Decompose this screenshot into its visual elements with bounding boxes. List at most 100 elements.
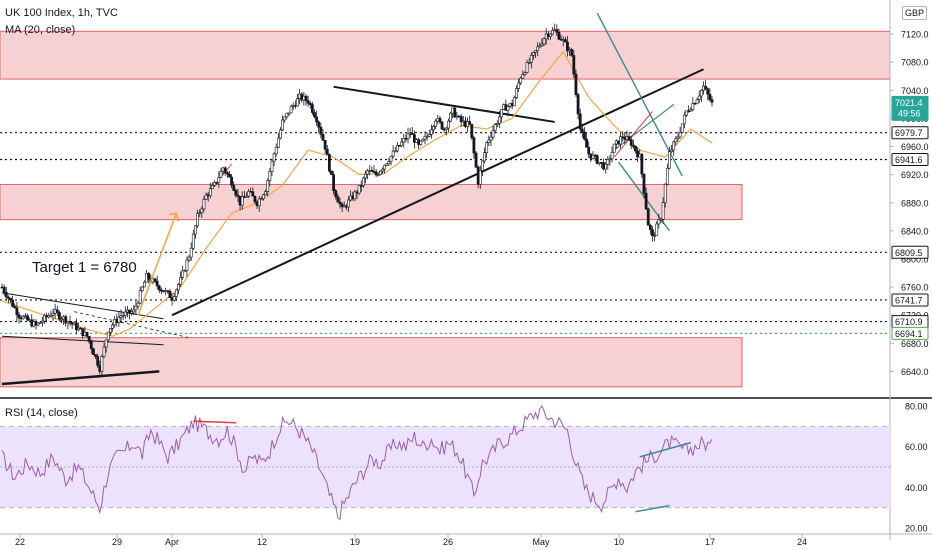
candle-body bbox=[179, 277, 182, 285]
price-tick-label: 6960.0 bbox=[901, 142, 929, 152]
candle-body bbox=[672, 141, 676, 151]
candle-body bbox=[525, 62, 529, 73]
candle-body bbox=[393, 150, 397, 153]
candle-body bbox=[642, 173, 646, 194]
candle-body bbox=[185, 259, 189, 271]
candle-body bbox=[481, 160, 484, 171]
candle-body bbox=[659, 219, 663, 221]
candle-body bbox=[674, 138, 678, 143]
symbol-legend[interactable]: UK 100 Index, 1h, TVC bbox=[5, 7, 118, 19]
price-tick-label: 7120.0 bbox=[901, 30, 929, 40]
price-tag-label: 6741.7 bbox=[895, 295, 923, 305]
candle-body bbox=[542, 38, 546, 45]
ma-line bbox=[1, 50, 713, 337]
candle-body bbox=[487, 139, 491, 143]
candle-body bbox=[578, 113, 582, 130]
candle-body bbox=[489, 136, 493, 141]
rsi-tick-label: 60.00 bbox=[905, 442, 928, 452]
candle-body bbox=[204, 194, 208, 200]
trendlines bbox=[1, 12, 704, 386]
candle-body bbox=[678, 132, 682, 138]
candle-body bbox=[347, 199, 350, 208]
candle-body bbox=[60, 318, 63, 321]
price-axis[interactable]: 7120.07080.07040.07000.06960.06920.06880… bbox=[890, 30, 929, 534]
downtrend-line bbox=[1, 292, 164, 320]
candle-body bbox=[498, 116, 501, 124]
candle-body bbox=[274, 147, 278, 155]
rsi-line bbox=[1, 405, 713, 521]
candle-body bbox=[434, 120, 438, 127]
candle-body bbox=[132, 309, 136, 313]
candle-body bbox=[313, 112, 316, 118]
ma-legend[interactable]: MA (20, close) bbox=[5, 24, 76, 36]
currency-badge: GBP bbox=[902, 6, 928, 20]
candle-body bbox=[327, 154, 331, 172]
candle-body bbox=[574, 73, 578, 95]
candle-body bbox=[532, 51, 535, 56]
price-tag-label: 6941.6 bbox=[895, 155, 923, 165]
candle-body bbox=[143, 281, 146, 288]
candle-body bbox=[468, 121, 472, 125]
candle-body bbox=[551, 30, 554, 35]
rsi-legend[interactable]: RSI (14, close) bbox=[5, 407, 78, 419]
candle-body bbox=[338, 201, 342, 205]
candle-body bbox=[591, 154, 595, 159]
candle-body bbox=[629, 139, 633, 146]
candle-body bbox=[232, 184, 236, 191]
candle-body bbox=[9, 297, 12, 301]
candle-body bbox=[619, 136, 622, 145]
candle-body bbox=[708, 93, 712, 100]
candle-body bbox=[136, 302, 140, 307]
candle-body bbox=[536, 46, 540, 51]
candle-body bbox=[383, 164, 387, 170]
candle-body bbox=[423, 135, 427, 140]
candle-body bbox=[191, 233, 195, 249]
time-axis[interactable]: 22 29 Apr 12 19 26 May 10 17 24 bbox=[15, 534, 807, 547]
candle-body bbox=[540, 43, 544, 47]
price-tick-label: 6840.0 bbox=[901, 226, 929, 236]
candle-body bbox=[323, 139, 327, 150]
countdown-label: 49:56 bbox=[898, 108, 921, 118]
candle-body bbox=[64, 316, 68, 324]
rsi-pane bbox=[0, 405, 890, 521]
candle-body bbox=[140, 286, 144, 291]
candle-body bbox=[710, 99, 714, 103]
candle-body bbox=[319, 126, 323, 135]
candle-body bbox=[670, 149, 674, 152]
candle-body bbox=[381, 168, 384, 172]
candle-body bbox=[89, 341, 93, 350]
candle-body bbox=[506, 106, 510, 111]
candle-body bbox=[317, 121, 321, 128]
candle-body bbox=[676, 136, 680, 139]
candle-body bbox=[270, 160, 274, 172]
candle-body bbox=[283, 116, 287, 121]
candle-body bbox=[21, 316, 25, 319]
candle-body bbox=[353, 191, 357, 200]
candle-body bbox=[370, 169, 374, 172]
candle-body bbox=[389, 155, 393, 162]
candle-body bbox=[657, 219, 661, 225]
candle-body bbox=[308, 102, 312, 105]
price-candles bbox=[0, 23, 714, 378]
candle-body bbox=[177, 284, 180, 291]
candle-body bbox=[85, 331, 89, 337]
candle-body bbox=[430, 129, 433, 135]
candle-body bbox=[194, 225, 197, 235]
candle-body bbox=[387, 161, 391, 165]
candle-body bbox=[663, 183, 667, 203]
candle-body bbox=[359, 185, 363, 187]
candle-body bbox=[211, 184, 214, 189]
candle-body bbox=[646, 208, 650, 226]
candle-body bbox=[680, 123, 684, 133]
candle-body bbox=[651, 229, 654, 237]
candle-body bbox=[512, 97, 516, 107]
candle-body bbox=[111, 324, 114, 329]
candle-body bbox=[134, 305, 138, 311]
candle-body bbox=[478, 170, 482, 185]
price-tick-label: 7040.0 bbox=[901, 86, 929, 96]
time-tick-label: 12 bbox=[257, 537, 267, 547]
candle-body bbox=[247, 190, 250, 197]
candle-body bbox=[685, 110, 688, 116]
candle-body bbox=[2, 286, 6, 293]
